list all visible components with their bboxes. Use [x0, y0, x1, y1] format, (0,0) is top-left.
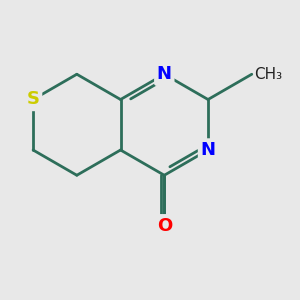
- Text: S: S: [27, 91, 40, 109]
- Text: N: N: [157, 65, 172, 83]
- Text: N: N: [200, 141, 215, 159]
- Text: O: O: [157, 217, 172, 235]
- Text: CH₃: CH₃: [254, 67, 282, 82]
